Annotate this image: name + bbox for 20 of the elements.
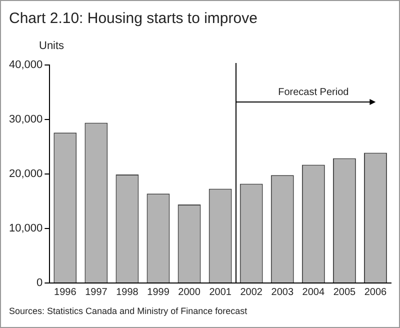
- y-tick-label: 0: [36, 277, 43, 290]
- y-tick-label: 20,000: [8, 168, 43, 180]
- x-tick-label: 2003: [271, 286, 294, 298]
- y-tick-label: 10,000: [8, 222, 43, 235]
- x-tick-label: 1996: [54, 286, 77, 298]
- x-tick-label: 2000: [178, 286, 201, 298]
- x-tick-label: 2002: [240, 286, 263, 298]
- x-tick-label: 1999: [147, 286, 170, 298]
- x-tick-label: 2001: [209, 286, 232, 298]
- x-tick-label: 2006: [364, 286, 388, 298]
- x-tick-label: 1997: [85, 286, 108, 298]
- y-tick-label: 40,000: [8, 59, 43, 72]
- x-tick-label: 2004: [302, 286, 325, 298]
- y-tick-label: 30,000: [8, 114, 43, 126]
- annotation: Forecast Period: [278, 87, 349, 98]
- x-tick-label: 2005: [333, 286, 356, 298]
- source-note: Sources: Statistics Canada and Ministry of Finance forecast: [9, 306, 248, 316]
- x-tick-label: 1998: [116, 286, 139, 298]
- y-axis-title: Units: [39, 40, 65, 52]
- chart-title: Chart 2.10: Housing starts to improve: [9, 10, 258, 27]
